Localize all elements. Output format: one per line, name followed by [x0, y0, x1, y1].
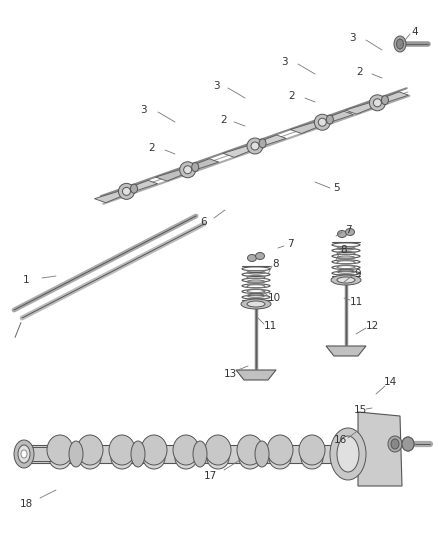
Text: 6: 6	[201, 217, 207, 227]
Ellipse shape	[299, 435, 325, 465]
Text: 14: 14	[383, 377, 397, 387]
Text: 1: 1	[23, 275, 29, 285]
Polygon shape	[223, 144, 259, 157]
Ellipse shape	[47, 435, 73, 465]
Ellipse shape	[143, 447, 165, 469]
Text: 11: 11	[350, 297, 363, 307]
Ellipse shape	[131, 184, 138, 193]
Polygon shape	[236, 370, 276, 380]
Ellipse shape	[18, 445, 30, 463]
Text: 2: 2	[148, 143, 155, 153]
Text: 5: 5	[333, 183, 339, 193]
Ellipse shape	[111, 447, 133, 469]
Ellipse shape	[175, 447, 197, 469]
Text: 11: 11	[263, 321, 277, 331]
Polygon shape	[123, 180, 158, 193]
Text: 3: 3	[349, 33, 355, 43]
Ellipse shape	[131, 441, 145, 467]
Polygon shape	[345, 101, 381, 114]
Text: 3: 3	[281, 57, 287, 67]
Ellipse shape	[239, 447, 261, 469]
Ellipse shape	[267, 435, 293, 465]
Ellipse shape	[396, 39, 403, 49]
Ellipse shape	[247, 254, 257, 262]
Ellipse shape	[269, 447, 291, 469]
Ellipse shape	[394, 36, 406, 52]
Text: 7: 7	[287, 239, 293, 249]
Ellipse shape	[388, 436, 402, 452]
Polygon shape	[290, 121, 326, 134]
Ellipse shape	[251, 142, 259, 150]
Text: 7: 7	[345, 225, 351, 235]
Ellipse shape	[184, 166, 192, 174]
Polygon shape	[251, 135, 286, 147]
Text: 8: 8	[273, 259, 279, 269]
Ellipse shape	[314, 114, 330, 130]
Ellipse shape	[69, 441, 83, 467]
Text: 3: 3	[140, 105, 146, 115]
Ellipse shape	[338, 230, 346, 238]
Ellipse shape	[247, 301, 265, 307]
Ellipse shape	[331, 275, 361, 285]
Polygon shape	[155, 168, 191, 181]
Ellipse shape	[318, 118, 326, 126]
Polygon shape	[326, 346, 366, 356]
Ellipse shape	[173, 435, 199, 465]
Text: 2: 2	[289, 91, 295, 101]
Ellipse shape	[193, 441, 207, 467]
Text: 10: 10	[268, 293, 281, 303]
Ellipse shape	[119, 183, 134, 199]
Ellipse shape	[192, 163, 199, 172]
Ellipse shape	[259, 139, 266, 148]
Ellipse shape	[14, 440, 34, 468]
Ellipse shape	[247, 138, 263, 154]
Ellipse shape	[141, 435, 167, 465]
Ellipse shape	[79, 447, 101, 469]
Ellipse shape	[207, 447, 229, 469]
Ellipse shape	[255, 441, 269, 467]
Ellipse shape	[391, 439, 399, 449]
Text: 2: 2	[357, 67, 363, 77]
Ellipse shape	[402, 437, 414, 451]
Ellipse shape	[330, 428, 366, 480]
Text: 16: 16	[333, 435, 346, 445]
Ellipse shape	[180, 161, 196, 178]
Polygon shape	[318, 111, 353, 124]
Ellipse shape	[374, 99, 381, 107]
Text: 13: 13	[223, 369, 237, 379]
Ellipse shape	[237, 435, 263, 465]
Ellipse shape	[346, 229, 354, 236]
Ellipse shape	[326, 115, 333, 124]
Ellipse shape	[109, 435, 135, 465]
Bar	[22, 447, 58, 461]
Ellipse shape	[205, 435, 231, 465]
Ellipse shape	[123, 188, 131, 196]
Ellipse shape	[381, 95, 389, 104]
Text: 12: 12	[365, 321, 378, 331]
Ellipse shape	[49, 447, 71, 469]
Ellipse shape	[301, 447, 323, 469]
Ellipse shape	[21, 450, 27, 458]
Polygon shape	[374, 92, 409, 104]
Text: 3: 3	[213, 81, 219, 91]
Text: 17: 17	[203, 471, 217, 481]
Text: 18: 18	[19, 499, 32, 509]
Text: 4: 4	[412, 27, 418, 37]
Ellipse shape	[337, 436, 359, 472]
Text: 9: 9	[355, 269, 361, 279]
Ellipse shape	[337, 277, 355, 283]
Polygon shape	[95, 190, 130, 203]
Polygon shape	[358, 412, 402, 486]
Text: 2: 2	[221, 115, 227, 125]
Ellipse shape	[402, 437, 414, 451]
Bar	[24, 445, 360, 463]
Ellipse shape	[241, 299, 271, 309]
Ellipse shape	[255, 253, 265, 260]
Text: 15: 15	[353, 405, 367, 415]
Ellipse shape	[369, 95, 385, 111]
Ellipse shape	[77, 435, 103, 465]
Polygon shape	[184, 159, 219, 171]
Text: 8: 8	[341, 245, 347, 255]
